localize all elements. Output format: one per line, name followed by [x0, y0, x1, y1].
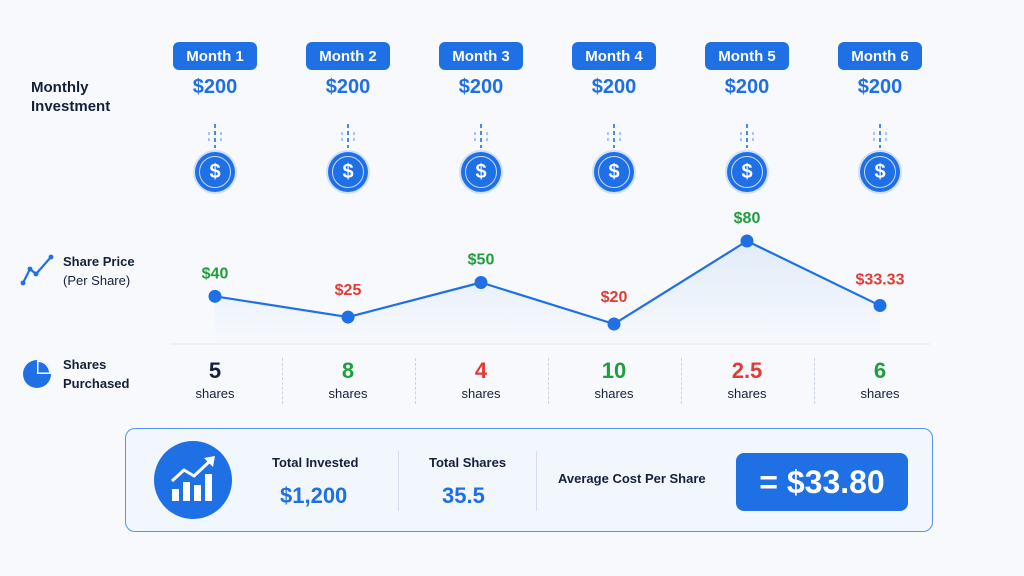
price-point [208, 289, 222, 303]
share-price-title: Share Price [63, 254, 135, 269]
column-divider [415, 358, 416, 404]
deposit-dashes [474, 124, 488, 148]
price-label: $80 [734, 210, 761, 227]
price-area [215, 241, 880, 344]
share-price-label: Share Price (Per Share) [63, 252, 135, 290]
dollar-coin-icon: $ [860, 152, 900, 192]
month-label: Month 2 [306, 42, 390, 70]
monthly-investment-label: Monthly Investment [31, 78, 110, 116]
bar-chart-growth-icon [154, 441, 232, 524]
price-label: $25 [335, 282, 362, 299]
column-divider [548, 358, 549, 404]
deposit-dashes [740, 124, 754, 148]
investment-amount: $200 [325, 76, 371, 98]
summary-divider-1 [398, 451, 399, 511]
shares-unit: shares [594, 386, 634, 401]
total-invested-label: Total Invested [272, 455, 359, 470]
month-label: Month 6 [838, 42, 922, 70]
shares-count: 5 [208, 358, 222, 383]
shares-purchased-label: Shares Purchased [63, 355, 129, 393]
shares-purchased-label-line1: Shares [63, 357, 107, 372]
trend-line-icon [20, 252, 56, 291]
investment-amount: $200 [192, 76, 238, 98]
investment-amount: $200 [857, 76, 903, 98]
avg-cost-label: Average Cost Per Share [558, 471, 706, 486]
shares-unit: shares [195, 386, 235, 401]
investment-amount: $200 [724, 76, 770, 98]
monthly-investment-label-line1: Monthly [31, 79, 89, 96]
dollar-coin-icon: $ [594, 152, 634, 192]
price-point [873, 299, 887, 313]
deposit-dashes [873, 124, 887, 148]
shares-count: 10 [601, 358, 627, 383]
price-line [214, 239, 881, 326]
total-shares-label: Total Shares [429, 455, 507, 470]
total-invested-value: $1,200 [280, 483, 348, 508]
price-label: $20 [601, 289, 628, 306]
dollar-coin-icon: $ [195, 152, 235, 192]
avg-cost-value: = $33.80 [736, 453, 908, 511]
deposit-dashes [341, 124, 355, 148]
share-price-subtitle: (Per Share) [63, 273, 131, 288]
price-point [341, 310, 355, 324]
month-label: Month 4 [572, 42, 656, 70]
shares-count: 8 [341, 358, 355, 383]
deposit-dashes [607, 124, 621, 148]
month-label: Month 5 [705, 42, 789, 70]
price-label: $50 [468, 252, 495, 269]
shares-unit: shares [461, 386, 501, 401]
investment-amount: $200 [591, 76, 637, 98]
price-point [740, 234, 754, 248]
shares-count: 4 [474, 358, 488, 383]
dollar-coin-icon: $ [727, 152, 767, 192]
price-label: $40 [202, 265, 229, 282]
shares-unit: shares [727, 386, 767, 401]
total-shares-value: 35.5 [442, 483, 485, 508]
month-label: Month 3 [439, 42, 523, 70]
dollar-coin-icon: $ [461, 152, 501, 192]
deposit-dashes [208, 124, 222, 148]
shares-unit: shares [860, 386, 900, 401]
shares-unit: shares [328, 386, 368, 401]
shares-purchased-label-line2: Purchased [63, 376, 130, 391]
pie-chart-icon [21, 358, 53, 395]
price-label: $33.33 [856, 272, 905, 289]
monthly-investment-label-line2: Investment [31, 98, 111, 115]
month-label: Month 1 [173, 42, 257, 70]
column-divider [814, 358, 815, 404]
investment-amount: $200 [458, 76, 504, 98]
column-divider [282, 358, 283, 404]
summary-divider-2 [536, 451, 537, 511]
dollar-coin-icon: $ [328, 152, 368, 192]
price-point [474, 276, 488, 289]
shares-count: 6 [873, 358, 887, 383]
price-point [607, 317, 621, 331]
column-divider [681, 358, 682, 404]
summary-panel: Total Invested $1,200 Total Shares 35.5 … [125, 428, 933, 532]
shares-count: 2.5 [731, 358, 763, 383]
